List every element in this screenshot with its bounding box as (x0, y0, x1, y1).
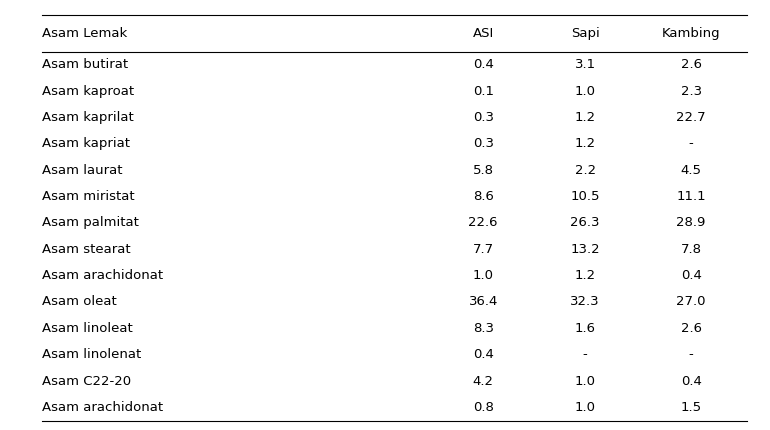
Text: Asam kaprilat: Asam kaprilat (42, 111, 134, 124)
Text: 36.4: 36.4 (468, 295, 498, 308)
Text: Asam laurat: Asam laurat (42, 164, 123, 177)
Text: 10.5: 10.5 (571, 190, 600, 203)
Text: 0.3: 0.3 (473, 137, 494, 150)
Text: 2.6: 2.6 (681, 58, 701, 71)
Text: 2.6: 2.6 (681, 322, 701, 335)
Text: 1.0: 1.0 (574, 401, 596, 414)
Text: 4.5: 4.5 (681, 164, 701, 177)
Text: 1.2: 1.2 (574, 111, 596, 124)
Text: 13.2: 13.2 (571, 243, 600, 256)
Text: 27.0: 27.0 (676, 295, 706, 308)
Text: 7.7: 7.7 (473, 243, 494, 256)
Text: Asam miristat: Asam miristat (42, 190, 135, 203)
Text: 1.0: 1.0 (473, 269, 494, 282)
Text: 1.6: 1.6 (574, 322, 596, 335)
Text: Asam palmitat: Asam palmitat (42, 216, 139, 229)
Text: 2.2: 2.2 (574, 164, 596, 177)
Text: Asam Lemak: Asam Lemak (42, 27, 128, 40)
Text: Asam oleat: Asam oleat (42, 295, 117, 308)
Text: 7.8: 7.8 (681, 243, 701, 256)
Text: 0.8: 0.8 (473, 401, 494, 414)
Text: 0.4: 0.4 (681, 269, 701, 282)
Text: 8.3: 8.3 (473, 322, 494, 335)
Text: 8.6: 8.6 (473, 190, 494, 203)
Text: 0.3: 0.3 (473, 111, 494, 124)
Text: 1.2: 1.2 (574, 137, 596, 150)
Text: 4.2: 4.2 (473, 375, 494, 387)
Text: Kambing: Kambing (661, 27, 721, 40)
Text: ASI: ASI (473, 27, 494, 40)
Text: 1.5: 1.5 (681, 401, 701, 414)
Text: 28.9: 28.9 (676, 216, 706, 229)
Text: Asam linoleat: Asam linoleat (42, 322, 133, 335)
Text: Asam arachidonat: Asam arachidonat (42, 401, 163, 414)
Text: 0.4: 0.4 (473, 348, 494, 361)
Text: 0.1: 0.1 (473, 85, 494, 98)
Text: Asam kaproat: Asam kaproat (42, 85, 135, 98)
Text: -: - (583, 348, 588, 361)
Text: 0.4: 0.4 (681, 375, 701, 387)
Text: 22.7: 22.7 (676, 111, 706, 124)
Text: 22.6: 22.6 (468, 216, 498, 229)
Text: Asam butirat: Asam butirat (42, 58, 129, 71)
Text: -: - (688, 348, 694, 361)
Text: 26.3: 26.3 (571, 216, 600, 229)
Text: 0.4: 0.4 (473, 58, 494, 71)
Text: 1.0: 1.0 (574, 375, 596, 387)
Text: Asam C22-20: Asam C22-20 (42, 375, 132, 387)
Text: 32.3: 32.3 (571, 295, 600, 308)
Text: -: - (688, 137, 694, 150)
Text: 1.0: 1.0 (574, 85, 596, 98)
Text: Asam linolenat: Asam linolenat (42, 348, 142, 361)
Text: Asam kapriat: Asam kapriat (42, 137, 130, 150)
Text: Sapi: Sapi (571, 27, 600, 40)
Text: 3.1: 3.1 (574, 58, 596, 71)
Text: Asam stearat: Asam stearat (42, 243, 131, 256)
Text: 2.3: 2.3 (681, 85, 701, 98)
Text: 11.1: 11.1 (676, 190, 706, 203)
Text: Asam arachidonat: Asam arachidonat (42, 269, 163, 282)
Text: 1.2: 1.2 (574, 269, 596, 282)
Text: 5.8: 5.8 (473, 164, 494, 177)
